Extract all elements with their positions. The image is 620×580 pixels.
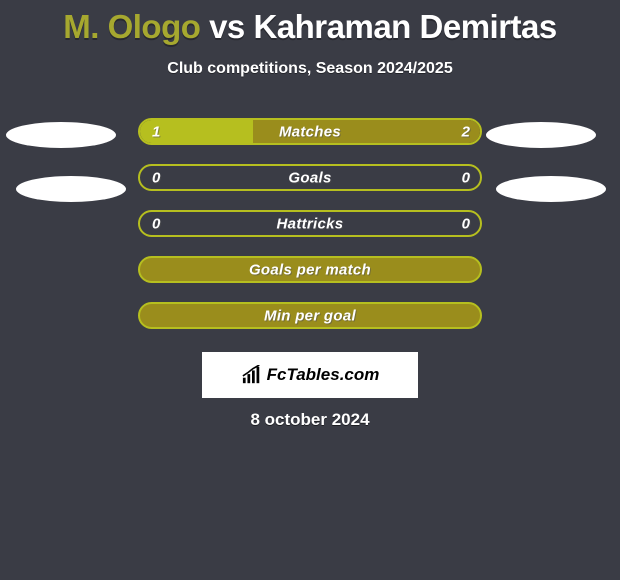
player1-name: M. Ologo — [63, 8, 200, 45]
stat-label: Goals — [140, 169, 480, 186]
stat-row: Min per goal — [138, 302, 482, 329]
side-ellipse — [6, 122, 116, 148]
page-title: M. Ologo vs Kahraman Demirtas — [0, 0, 620, 46]
side-ellipse — [486, 122, 596, 148]
stat-label: Goals per match — [140, 261, 480, 278]
vs-label: vs — [209, 8, 245, 45]
stat-value-right: 0 — [462, 169, 470, 186]
bar-chart-icon — [241, 365, 263, 385]
stat-label: Hattricks — [140, 215, 480, 232]
stat-value-right: 2 — [462, 123, 470, 140]
subtitle: Club competitions, Season 2024/2025 — [0, 60, 620, 78]
stat-value-left: 1 — [152, 123, 160, 140]
stat-label: Matches — [140, 123, 480, 140]
stat-row: Goals per match — [138, 256, 482, 283]
stat-label: Min per goal — [140, 307, 480, 324]
stat-value-right: 0 — [462, 215, 470, 232]
date-label: 8 october 2024 — [0, 410, 620, 430]
stat-value-left: 0 — [152, 169, 160, 186]
stat-row: Matches1 2 — [138, 118, 482, 145]
stat-value-left: 0 — [152, 215, 160, 232]
watermark: FcTables.com — [202, 352, 418, 398]
side-ellipse — [16, 176, 126, 202]
side-ellipse — [496, 176, 606, 202]
watermark-text: FcTables.com — [267, 365, 380, 385]
stat-row: Hattricks0 0 — [138, 210, 482, 237]
stat-row: Goals0 0 — [138, 164, 482, 191]
comparison-chart: Matches12Goals00Hattricks00Goals per mat… — [0, 118, 620, 348]
player2-name: Kahraman Demirtas — [253, 8, 556, 45]
